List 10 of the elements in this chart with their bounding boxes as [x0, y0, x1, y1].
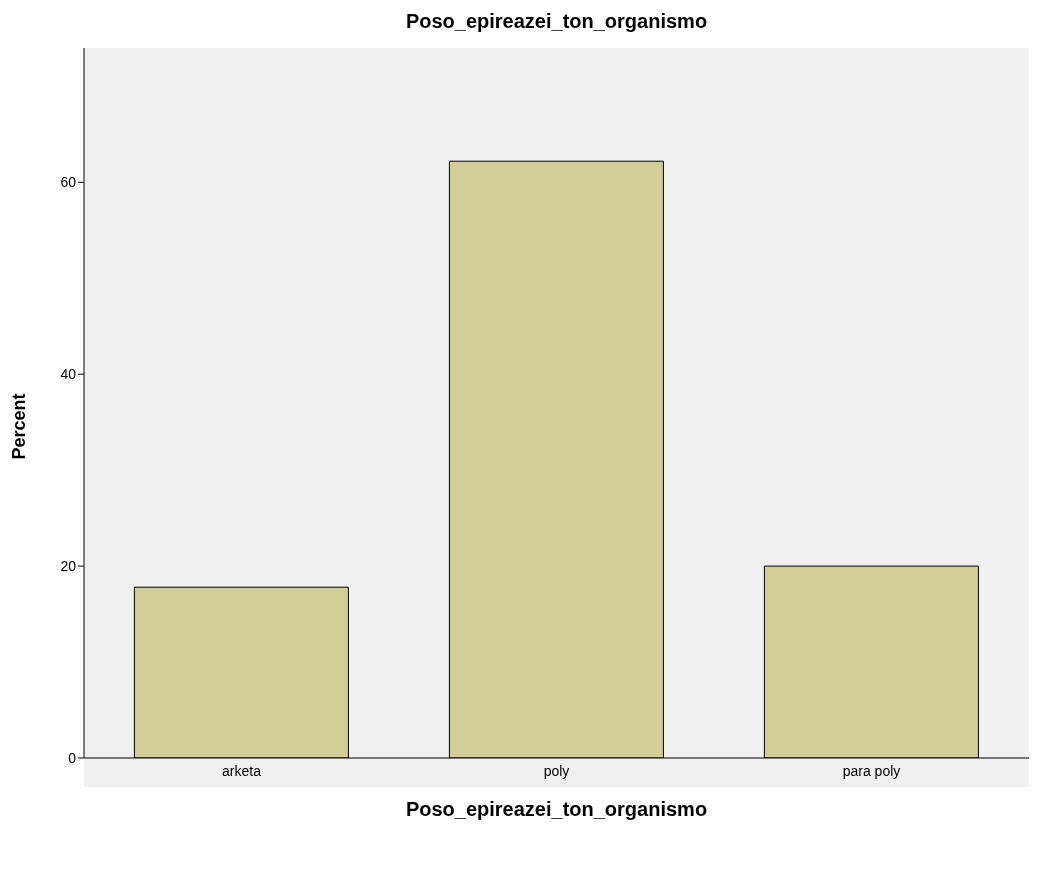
y-tick-label: 20: [60, 558, 77, 575]
y-tick-label: 0: [68, 749, 77, 766]
x-axis-title: Poso_epireazei_ton_organismo: [404, 798, 709, 821]
chart-title: Poso_epireazei_ton_organismo: [404, 10, 709, 33]
x-tick-label: poly: [543, 762, 570, 779]
x-tick-label: arketa: [222, 762, 262, 779]
y-tick-label: 60: [60, 174, 77, 191]
x-tick-label: para poly: [842, 762, 901, 779]
y-axis-title: Percent: [8, 393, 30, 460]
y-tick-label: 40: [60, 366, 77, 383]
